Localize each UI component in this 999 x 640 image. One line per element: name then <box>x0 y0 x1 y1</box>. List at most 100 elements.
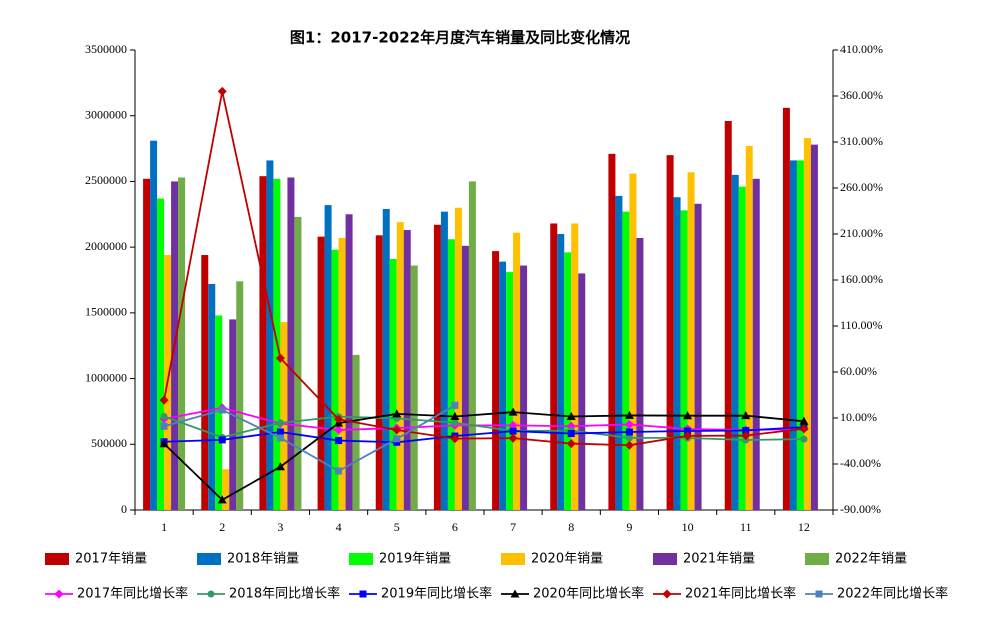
marker <box>392 425 402 435</box>
line <box>163 415 804 441</box>
marker <box>334 414 344 424</box>
y2-tick-label: -40.00% <box>840 456 881 470</box>
bar <box>564 252 572 510</box>
marker <box>275 462 285 471</box>
bar <box>150 140 158 510</box>
bar <box>447 239 455 510</box>
marker <box>217 495 227 504</box>
marker <box>392 409 402 418</box>
legend-label: 2019年销量 <box>379 552 451 567</box>
marker <box>741 411 751 420</box>
bar <box>550 223 558 510</box>
bar <box>338 237 346 510</box>
marker <box>335 467 343 475</box>
legend-swatch <box>349 553 373 565</box>
bar <box>557 234 565 510</box>
bar <box>636 237 644 510</box>
x-tick-label: 8 <box>568 520 574 534</box>
x-tick-label: 5 <box>394 520 400 534</box>
marker <box>625 434 633 442</box>
bar <box>468 181 476 510</box>
bar <box>578 273 586 510</box>
marker <box>566 439 576 449</box>
bar <box>520 265 528 510</box>
marker <box>160 422 168 430</box>
marker <box>335 437 343 445</box>
chart-title: 图1：2017-2022年月度汽车销量及同比变化情况 <box>290 29 630 47</box>
marker <box>207 590 215 598</box>
marker <box>276 419 284 427</box>
bar <box>738 186 746 510</box>
y-tick-label: 2000000 <box>85 239 127 253</box>
bar <box>433 224 441 511</box>
bar <box>236 281 244 510</box>
marker <box>451 401 459 409</box>
bar <box>499 261 507 510</box>
bar <box>382 209 390 510</box>
y2-tick-label: 160.00% <box>840 272 883 286</box>
bar <box>673 197 681 510</box>
line <box>163 91 805 447</box>
marker <box>508 420 518 430</box>
line <box>163 406 804 431</box>
bar <box>810 144 818 510</box>
marker <box>218 406 226 414</box>
bar <box>396 222 404 510</box>
y2-tick-label: 210.00% <box>840 226 883 240</box>
line <box>163 404 456 473</box>
marker <box>742 427 750 435</box>
marker <box>508 433 518 443</box>
bar <box>389 258 397 510</box>
bar <box>266 160 274 510</box>
y2-tick-label: 10.00% <box>840 410 877 424</box>
bar <box>375 235 383 511</box>
bar <box>201 255 209 510</box>
marker <box>508 407 518 416</box>
marker <box>741 431 751 441</box>
bar <box>178 177 186 510</box>
bar <box>287 177 295 510</box>
x-tick-label: 11 <box>740 520 752 534</box>
bar <box>461 245 469 511</box>
bar <box>724 120 732 510</box>
marker <box>359 590 367 598</box>
legend-label: 2021年销量 <box>683 552 755 567</box>
marker <box>275 353 285 363</box>
marker <box>662 589 672 599</box>
bar <box>143 178 151 511</box>
bar <box>622 211 630 510</box>
bar <box>280 322 288 510</box>
marker <box>217 86 227 96</box>
legend-label: 2020年销量 <box>531 552 603 567</box>
bar <box>410 265 418 510</box>
legend-swatch <box>45 553 69 565</box>
marker <box>624 410 634 419</box>
bar <box>687 172 695 510</box>
bar <box>222 469 230 510</box>
y2-tick-label: -90.00% <box>840 502 881 516</box>
x-tick-label: 6 <box>452 520 458 534</box>
bar <box>506 272 514 510</box>
bar <box>259 176 267 510</box>
marker <box>510 589 520 598</box>
marker <box>683 411 693 420</box>
bar <box>615 195 623 510</box>
bar <box>694 203 702 510</box>
bar <box>403 230 411 511</box>
bar <box>157 198 165 510</box>
bar <box>208 283 216 510</box>
legend-swatch <box>501 553 525 565</box>
bar <box>782 107 790 510</box>
bar <box>666 155 674 510</box>
x-tick-label: 3 <box>277 520 283 534</box>
bar <box>731 174 739 510</box>
y2-tick-label: 60.00% <box>840 364 877 378</box>
y2-tick-label: 260.00% <box>840 180 883 194</box>
bar <box>680 210 688 511</box>
legend-swatch <box>197 553 221 565</box>
y2-tick-label: 310.00% <box>840 134 883 148</box>
marker <box>218 436 226 444</box>
bar <box>803 138 811 511</box>
